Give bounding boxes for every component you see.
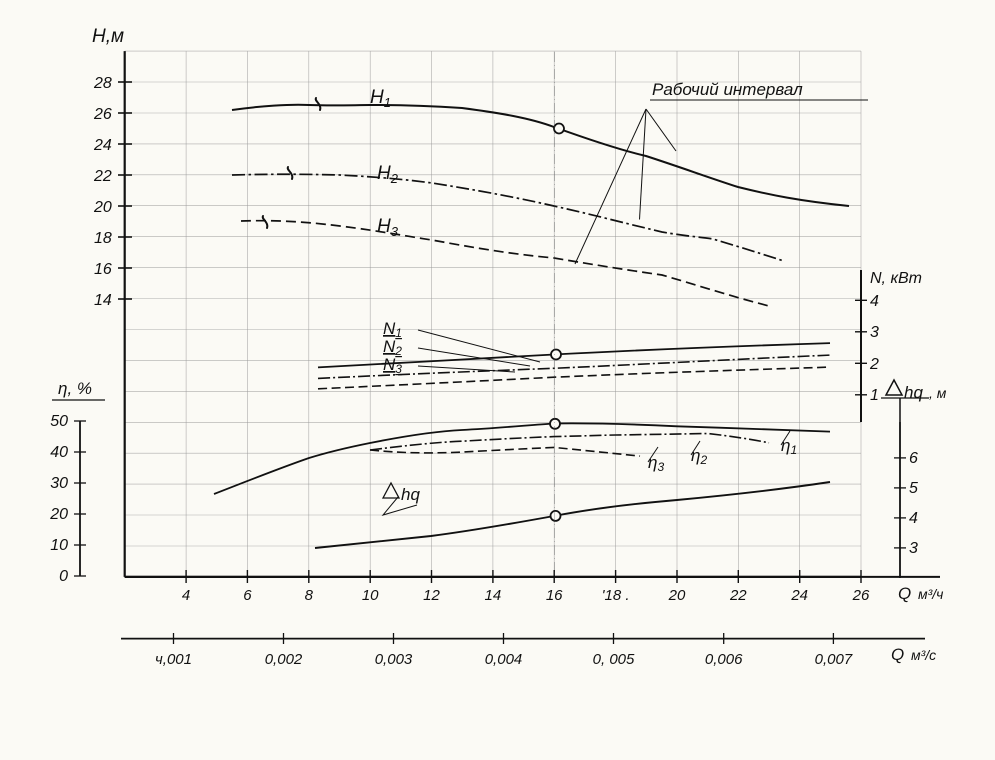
svg-text:6: 6 (909, 450, 918, 467)
svg-text:м³/ч: м³/ч (918, 586, 943, 602)
svg-text:5: 5 (909, 480, 918, 497)
svg-text:50: 50 (50, 413, 68, 430)
svg-text:16: 16 (94, 261, 112, 278)
svg-text:0: 0 (59, 568, 68, 585)
svg-text:0, 005: 0, 005 (593, 651, 635, 668)
svg-text:26: 26 (93, 106, 112, 123)
svg-text:4: 4 (870, 293, 879, 310)
svg-text:4: 4 (182, 587, 190, 604)
svg-text:14: 14 (485, 587, 502, 604)
svg-text:0,007: 0,007 (815, 651, 853, 668)
svg-text:22: 22 (729, 587, 747, 604)
svg-text:26: 26 (852, 587, 870, 604)
svg-text:Q: Q (898, 584, 911, 603)
svg-text:12: 12 (423, 587, 440, 604)
svg-text:24: 24 (790, 587, 808, 604)
svg-text:8: 8 (305, 587, 314, 604)
svg-text:20: 20 (668, 587, 686, 604)
svg-text:0,002: 0,002 (265, 651, 303, 668)
svg-text:20: 20 (93, 199, 112, 216)
svg-text:Q: Q (891, 645, 904, 664)
svg-text:м³/с: м³/с (911, 647, 936, 663)
svg-text:0,004: 0,004 (485, 651, 523, 668)
svg-text:0,003: 0,003 (375, 651, 413, 668)
svg-text:16: 16 (546, 587, 563, 604)
svg-text:ч,001: ч,001 (155, 651, 192, 668)
svg-text:4: 4 (909, 510, 918, 527)
svg-text:22: 22 (93, 168, 112, 185)
svg-text:3: 3 (909, 540, 918, 557)
svg-text:3: 3 (870, 324, 879, 341)
svg-text:N, кВт: N, кВт (870, 270, 922, 287)
svg-text:10: 10 (50, 537, 68, 554)
svg-text:2: 2 (869, 356, 879, 373)
svg-text:20: 20 (49, 506, 68, 523)
svg-text:30: 30 (50, 475, 68, 492)
svg-text:24: 24 (93, 137, 112, 154)
svg-text:'18 .: '18 . (602, 587, 630, 604)
svg-text:, м: , м (929, 385, 947, 401)
svg-text:40: 40 (50, 444, 68, 461)
svg-text:14: 14 (94, 292, 112, 309)
svg-text:1: 1 (870, 387, 879, 404)
svg-text:Рабочий интервал: Рабочий интервал (652, 80, 803, 99)
svg-text:hq: hq (904, 383, 923, 402)
svg-text:10: 10 (362, 587, 379, 604)
svg-text:0,006: 0,006 (705, 651, 743, 668)
svg-text:6: 6 (243, 587, 252, 604)
svg-text:18: 18 (94, 230, 112, 247)
svg-text:hq: hq (401, 485, 420, 504)
svg-text:H,м: H,м (92, 26, 124, 47)
svg-text:28: 28 (93, 75, 112, 92)
svg-text:η, %: η, % (58, 379, 92, 398)
